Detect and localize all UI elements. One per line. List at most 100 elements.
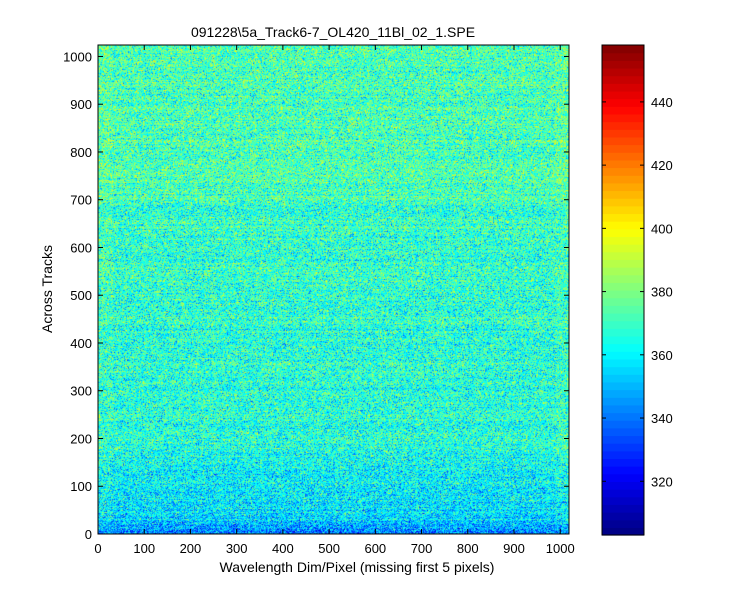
x-tick-label: 400 (272, 541, 294, 556)
colorbar-band (602, 52, 644, 61)
plot-frame (97, 44, 570, 535)
colorbar-band (602, 389, 644, 398)
colorbar-band (602, 121, 644, 130)
colorbar-band (602, 159, 644, 169)
colorbar-band (602, 496, 644, 505)
colorbar-band (602, 251, 644, 260)
x-axis-label: Wavelength Dim/Pixel (missing first 5 pi… (220, 559, 495, 575)
colorbar-band (602, 67, 644, 77)
colorbar-band (602, 221, 644, 230)
colorbar-tick-label: 440 (651, 95, 673, 110)
colorbar-band (602, 136, 644, 146)
colorbar-band (602, 519, 644, 528)
colorbar-band (602, 312, 644, 322)
colorbar-band (602, 236, 644, 245)
x-tick-label: 1000 (546, 541, 575, 556)
colorbar-band (602, 75, 644, 84)
colorbar-band (602, 374, 644, 383)
colorbar-band (602, 167, 644, 176)
colorbar-band (602, 366, 644, 375)
colorbar-band (602, 527, 644, 536)
colorbar-band (602, 83, 644, 92)
y-tick-label: 500 (70, 288, 92, 303)
colorbar-band (602, 106, 644, 115)
chart-title: 091228\5a_Track6-7_OL420_11Bl_02_1.SPE (191, 24, 475, 40)
colorbar (602, 45, 644, 536)
colorbar-band (602, 60, 644, 69)
colorbar-tick-label: 320 (651, 474, 673, 489)
colorbar-band (602, 129, 644, 138)
x-tick-label: 900 (503, 541, 525, 556)
colorbar-band (602, 473, 644, 483)
colorbar-tick-label: 400 (651, 221, 673, 236)
colorbar-band (602, 404, 644, 414)
colorbar-band (602, 282, 644, 291)
colorbar-band (602, 175, 644, 184)
x-tick-label: 800 (457, 541, 479, 556)
colorbar-band (602, 358, 644, 368)
colorbar-band (602, 244, 644, 253)
y-tick-label: 900 (70, 97, 92, 112)
colorbar-band (602, 182, 644, 192)
colorbar-band (602, 420, 644, 429)
x-tick-label: 300 (226, 541, 248, 556)
colorbar-band (602, 443, 644, 452)
x-tick-label: 500 (318, 541, 340, 556)
x-tick-label: 200 (180, 541, 202, 556)
colorbar-band (602, 45, 644, 54)
y-tick-label: 400 (70, 336, 92, 351)
colorbar-band (602, 381, 644, 391)
y-axis-ticks: 0 100 200 300 400 500 600 700 800 900 1000 (63, 49, 569, 542)
x-tick-label: 0 (94, 541, 101, 556)
colorbar-band (602, 205, 644, 215)
y-tick-label: 800 (70, 145, 92, 160)
x-tick-label: 100 (133, 541, 155, 556)
y-tick-label: 700 (70, 193, 92, 208)
colorbar-band (602, 397, 644, 406)
colorbar-band (602, 489, 644, 498)
colorbar-band (602, 290, 644, 299)
colorbar-band (602, 274, 644, 283)
colorbar-tick-label: 380 (651, 285, 673, 300)
colorbar-band (602, 98, 644, 107)
colorbar-tick-label: 360 (651, 348, 673, 363)
colorbar-band (602, 113, 644, 123)
x-tick-label: 700 (411, 541, 433, 556)
y-tick-label: 100 (70, 479, 92, 494)
heatmap-image (98, 45, 569, 534)
colorbar-band (602, 305, 644, 314)
colorbar-band (602, 228, 644, 238)
colorbar-band (602, 504, 644, 513)
colorbar-band (602, 335, 644, 345)
colorbar-band (602, 320, 644, 329)
x-tick-label: 600 (364, 541, 386, 556)
colorbar-band (602, 144, 644, 153)
y-tick-label: 0 (85, 527, 92, 542)
colorbar-frame (601, 44, 645, 536)
y-tick-label: 300 (70, 384, 92, 399)
colorbar-band (602, 152, 644, 161)
colorbar-band (602, 427, 644, 437)
y-tick-label: 200 (70, 431, 92, 446)
colorbar-ticks: 320 340 360 380 400 420 440 (602, 95, 673, 489)
colorbar-band (602, 267, 644, 276)
colorbar-band (602, 90, 644, 100)
colorbar-band (602, 435, 644, 444)
colorbar-band (602, 190, 644, 199)
x-axis-ticks: 0 100 200 300 400 500 600 700 800 900 1000 (94, 45, 575, 556)
y-tick-label: 600 (70, 240, 92, 255)
colorbar-tick-label: 340 (651, 411, 673, 426)
colorbar-band (602, 512, 644, 521)
colorbar-band (602, 328, 644, 337)
y-tick-label: 1000 (63, 49, 92, 64)
y-axis-label: Across Tracks (39, 245, 55, 333)
colorbar-band (602, 343, 644, 352)
colorbar-band (602, 412, 644, 421)
colorbar-tick-label: 420 (651, 158, 673, 173)
colorbar-band (602, 458, 644, 467)
colorbar-band (602, 213, 644, 222)
colorbar-band (602, 466, 644, 475)
colorbar-band (602, 481, 644, 490)
colorbar-band (602, 297, 644, 306)
